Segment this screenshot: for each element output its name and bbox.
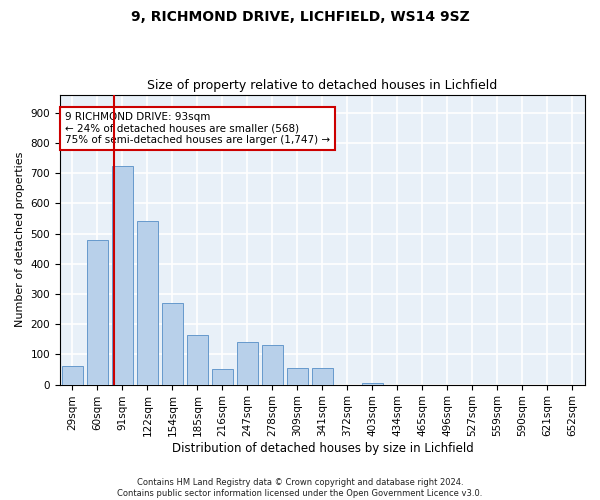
Bar bbox=[137, 222, 158, 384]
Bar bbox=[187, 334, 208, 384]
Bar bbox=[112, 166, 133, 384]
Text: Contains HM Land Registry data © Crown copyright and database right 2024.
Contai: Contains HM Land Registry data © Crown c… bbox=[118, 478, 482, 498]
Bar bbox=[62, 366, 83, 384]
Bar bbox=[312, 368, 333, 384]
Bar bbox=[287, 368, 308, 384]
Y-axis label: Number of detached properties: Number of detached properties bbox=[15, 152, 25, 328]
Text: 9, RICHMOND DRIVE, LICHFIELD, WS14 9SZ: 9, RICHMOND DRIVE, LICHFIELD, WS14 9SZ bbox=[131, 10, 469, 24]
Bar bbox=[237, 342, 258, 384]
Bar bbox=[212, 370, 233, 384]
Text: 9 RICHMOND DRIVE: 93sqm
← 24% of detached houses are smaller (568)
75% of semi-d: 9 RICHMOND DRIVE: 93sqm ← 24% of detache… bbox=[65, 112, 330, 145]
Bar bbox=[362, 383, 383, 384]
Bar bbox=[262, 346, 283, 385]
X-axis label: Distribution of detached houses by size in Lichfield: Distribution of detached houses by size … bbox=[172, 442, 473, 455]
Bar bbox=[87, 240, 108, 384]
Bar bbox=[162, 303, 183, 384]
Title: Size of property relative to detached houses in Lichfield: Size of property relative to detached ho… bbox=[148, 79, 497, 92]
